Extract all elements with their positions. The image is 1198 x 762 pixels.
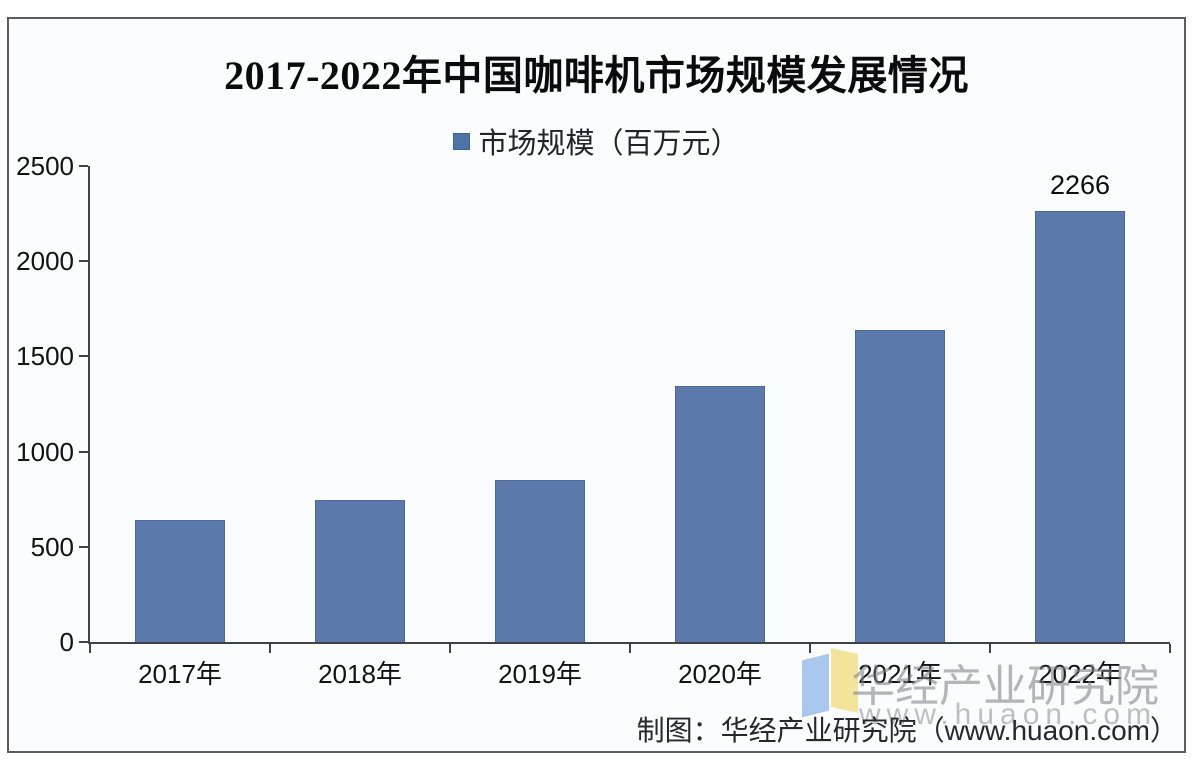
y-axis-tick-label: 2500 [16,151,74,181]
bar-2020年 [675,386,765,642]
x-axis-tick [989,644,991,653]
x-axis-tick [629,644,631,653]
x-axis-tick [449,644,451,653]
y-axis-tick [79,641,88,643]
bar-value-label: 2266 [1049,170,1111,200]
chart-frame: 2017-2022年中国咖啡机市场规模发展情况 市场规模（百万元） 0 500 10… [7,17,1186,753]
legend-label: 市场规模（百万元） [478,128,740,160]
x-axis-tick [269,644,271,653]
watermark-url-text: www.huaon.com [859,698,1158,731]
y-axis-tick [79,450,88,453]
y-axis-tick-label: 0 [59,627,74,657]
y-axis-tick [79,355,88,358]
bar-2019年 [495,480,585,642]
chart-title: 2017-2022年中国咖啡机市场规模发展情况 [224,53,969,98]
bar-2018年 [315,500,405,642]
x-axis-category-label: 2021年 [858,659,942,689]
bar-2022年 [1035,211,1125,642]
y-axis-tick-label: 1000 [16,436,74,467]
watermark-logo-left-page [802,653,829,718]
plot-area: 0 500 1000 1500 2000 2500 2017年 2018年 2019年 2020年… [16,152,1171,689]
x-axis-category-label: 2020年 [678,659,762,689]
y-axis-tick-label: 500 [30,531,74,562]
legend-marker-icon [453,132,471,150]
y-axis-tick-label: 2000 [16,246,74,277]
footer-credit: 制图：华经产业研究院（www.huaon.com） [636,715,1178,746]
bar-2017年 [135,520,225,642]
x-axis-category-label: 2019年 [498,659,582,689]
x-axis-category-label: 2018年 [318,659,402,689]
bar-2021年 [855,330,945,642]
watermark-brand-text: 华经产业研究院 [851,662,1159,711]
x-axis-tick [89,644,91,653]
x-axis-tick [1169,644,1171,653]
x-axis-category-label: 2022年 [1038,659,1122,689]
y-axis-tick [79,260,88,263]
y-axis-tick [79,545,88,548]
y-axis-tick-label: 1500 [16,341,74,372]
y-axis-tick [79,165,88,167]
x-axis-tick [809,644,811,653]
legend: 市场规模（百万元） [9,120,1184,162]
x-axis-category-label: 2017年 [138,659,222,689]
